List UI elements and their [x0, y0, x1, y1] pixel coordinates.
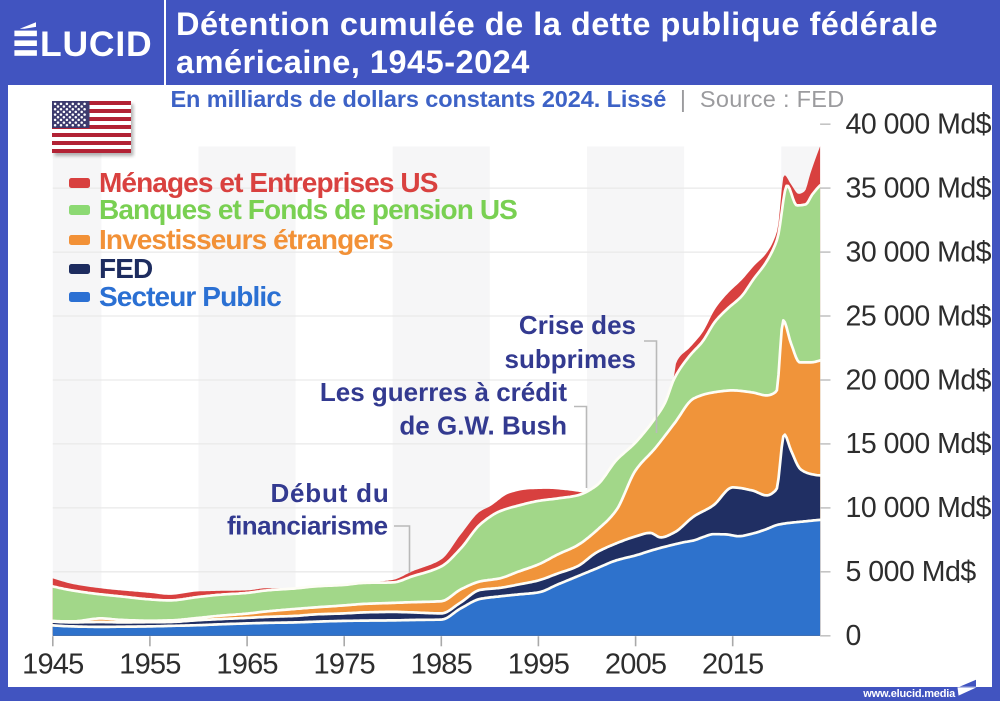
svg-text:1985: 1985: [411, 649, 472, 681]
svg-text:Crise des: Crise des: [519, 310, 636, 340]
svg-text:subprimes: subprimes: [505, 344, 637, 374]
svg-text:2005: 2005: [605, 649, 666, 681]
svg-text:25 000 Md$: 25 000 Md$: [846, 300, 992, 332]
svg-text:10 000 Md$: 10 000 Md$: [846, 492, 992, 524]
svg-text:LUCID: LUCID: [40, 24, 152, 64]
svg-text:40 000 Md$: 40 000 Md$: [846, 109, 992, 141]
svg-text:1975: 1975: [314, 649, 375, 681]
svg-text:Début du: Début du: [270, 478, 389, 508]
svg-text:0: 0: [846, 620, 861, 652]
svg-text:20 000 Md$: 20 000 Md$: [846, 364, 992, 396]
svg-text:1965: 1965: [216, 649, 277, 681]
svg-text:15 000 Md$: 15 000 Md$: [846, 428, 992, 460]
svg-text:Les guerres à crédit: Les guerres à crédit: [320, 377, 567, 407]
svg-text:30 000 Md$: 30 000 Md$: [846, 236, 992, 268]
svg-text:financiarisme: financiarisme: [227, 511, 388, 541]
svg-text:de G.W. Bush: de G.W. Bush: [399, 411, 567, 441]
svg-text:1995: 1995: [508, 649, 569, 681]
svg-text:35 000 Md$: 35 000 Md$: [846, 172, 992, 204]
svg-text:1945: 1945: [22, 649, 83, 681]
svg-text:2015: 2015: [702, 649, 763, 681]
svg-text:5 000 Md$: 5 000 Md$: [846, 556, 977, 588]
svg-text:1955: 1955: [119, 649, 180, 681]
